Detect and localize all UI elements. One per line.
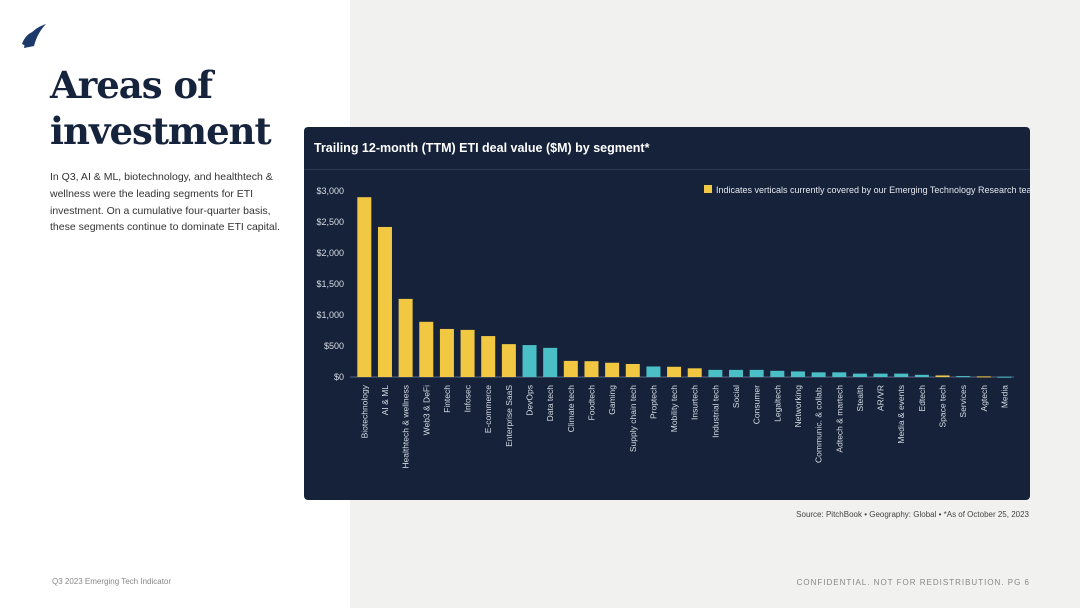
footer-left: Q3 2023 Emerging Tech Indicator — [52, 577, 172, 586]
x-tick-label: Services — [958, 385, 968, 418]
footer-right: CONFIDENTIAL. NOT FOR REDISTRIBUTION. PG… — [796, 578, 1030, 587]
bar — [687, 368, 702, 377]
page-title: Areas of investment — [50, 62, 272, 154]
x-tick-label: Adtech & martech — [834, 385, 844, 453]
x-tick-label: Media — [999, 385, 1009, 408]
x-tick-label: Networking — [793, 385, 803, 428]
x-tick-label: Social — [731, 385, 741, 408]
x-tick-label: AI & ML — [380, 385, 390, 416]
bar — [377, 226, 392, 377]
bar — [852, 373, 867, 377]
bar — [481, 336, 496, 377]
bar — [646, 366, 661, 377]
x-tick-label: E-commerce — [483, 385, 493, 433]
bar — [729, 369, 744, 377]
x-tick-label: Fintech — [442, 385, 452, 413]
x-tick-label: AR/VR — [876, 385, 886, 411]
title-line-2: investment — [50, 109, 272, 153]
bar — [894, 373, 909, 377]
x-tick-label: Stealth — [855, 385, 865, 412]
x-tick-label: Biotechnology — [359, 384, 369, 438]
x-tick-label: Web3 & DeFi — [421, 385, 431, 436]
x-tick-label: Enterprise SaaS — [504, 385, 514, 447]
bar — [749, 369, 764, 377]
bar — [625, 363, 640, 377]
bar — [667, 366, 682, 377]
y-tick-label: $1,500 — [316, 279, 344, 289]
bar — [708, 369, 723, 377]
bar — [563, 360, 578, 377]
x-tick-label: Healthtech & wellness — [401, 385, 411, 469]
x-tick-label: Proptech — [648, 385, 658, 419]
bar — [605, 362, 620, 377]
y-tick-label: $1,000 — [316, 310, 344, 320]
bar — [956, 376, 971, 378]
x-tick-label: Industrial tech — [710, 385, 720, 438]
bar — [811, 372, 826, 377]
bar — [914, 374, 929, 377]
title-line-1: Areas of — [50, 63, 213, 107]
x-tick-label: Foodtech — [586, 385, 596, 421]
bar — [522, 345, 537, 377]
bar-chart: $0 $500 $1,000 $1,500 $2,000 $2,500 $3,000 Biot… — [316, 185, 1030, 469]
bar — [976, 376, 991, 378]
bar — [935, 375, 950, 377]
intro-text: In Q3, AI & ML, biotechnology, and healt… — [50, 171, 280, 234]
source-note: Source: PitchBook • Geography: Global • … — [796, 510, 1029, 519]
bar — [357, 197, 372, 377]
y-tick-label: $0 — [334, 372, 344, 382]
x-tick-label: Media & events — [896, 385, 906, 444]
x-tick-label: Mobility tech — [669, 385, 679, 433]
x-tick-label: DevOps — [525, 385, 535, 416]
y-tick-label: $2,000 — [316, 248, 344, 258]
title-divider — [304, 169, 1030, 170]
legend-label: Indicates verticals currently covered by… — [716, 185, 1030, 195]
x-tick-label: Agtech — [979, 385, 989, 412]
sail-logo-icon — [22, 24, 46, 48]
x-tick-label: Communic. & collab. — [814, 385, 824, 463]
bar — [832, 372, 847, 377]
bar — [398, 298, 413, 377]
chart-panel: Trailing 12-month (TTM) ETI deal value (… — [304, 127, 1030, 500]
y-tick-label: $500 — [324, 341, 344, 351]
y-tick-label: $3,000 — [316, 186, 344, 196]
x-tick-label: Gaming — [607, 385, 617, 415]
chart-title: Trailing 12-month (TTM) ETI deal value (… — [314, 141, 650, 155]
x-tick-label: Legaltech — [772, 385, 782, 422]
bar — [584, 361, 599, 377]
bar — [419, 321, 434, 377]
bar — [543, 347, 558, 377]
x-tick-label: Consumer — [752, 385, 762, 424]
bar — [460, 329, 475, 377]
x-tick-label: Space tech — [938, 385, 948, 428]
bar — [997, 376, 1012, 378]
bar — [790, 371, 805, 377]
bar — [439, 328, 454, 377]
x-tick-label: Climate tech — [566, 385, 576, 433]
bar — [501, 344, 516, 377]
bar — [873, 373, 888, 377]
legend-swatch — [704, 185, 712, 193]
bar — [770, 370, 785, 377]
y-tick-label: $2,500 — [316, 217, 344, 227]
x-tick-label: Data tech — [545, 385, 555, 422]
x-tick-label: Edtech — [917, 385, 927, 412]
x-tick-label: Infosec — [463, 384, 473, 412]
x-tick-label: Insurtech — [690, 385, 700, 420]
x-tick-label: Supply chain tech — [628, 385, 638, 452]
